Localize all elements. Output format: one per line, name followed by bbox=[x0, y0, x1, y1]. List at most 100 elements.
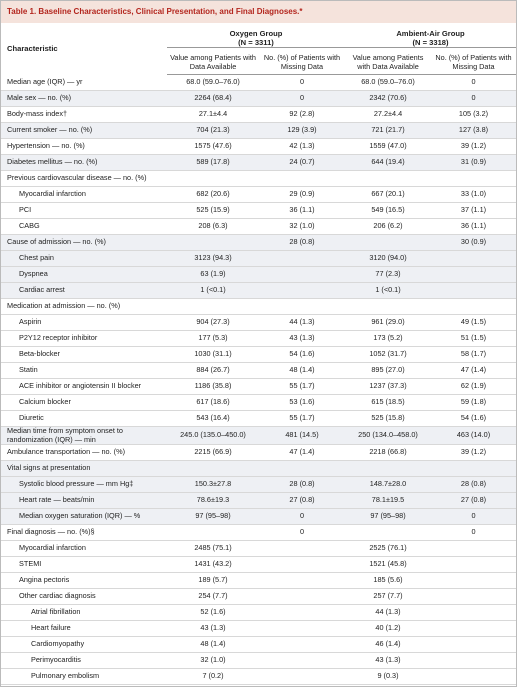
row-label: Diuretic bbox=[1, 410, 167, 427]
subheader: Value among Patients with Data Available bbox=[167, 47, 259, 75]
table-cell: 589 (17.8) bbox=[167, 154, 259, 171]
subheader: No. (%) of Patients with Missing Data bbox=[259, 47, 345, 75]
row-label: Statin bbox=[1, 362, 167, 379]
empty-cell bbox=[259, 572, 345, 589]
empty-cell bbox=[431, 282, 516, 299]
empty-cell bbox=[259, 620, 345, 637]
table-cell: 58 (1.7) bbox=[431, 346, 516, 363]
table-cell: 208 (6.3) bbox=[167, 218, 259, 235]
empty-cell bbox=[259, 588, 345, 605]
table-cell: 615 (18.5) bbox=[345, 394, 431, 411]
table-cell: 48 (1.4) bbox=[167, 636, 259, 653]
table-cell: 0 bbox=[431, 524, 516, 541]
table-cell: 961 (29.0) bbox=[345, 314, 431, 331]
table-cell: 0 bbox=[431, 508, 516, 525]
table-cell: 884 (26.7) bbox=[167, 362, 259, 379]
table-cell: 9 (0.3) bbox=[345, 668, 431, 685]
table-cell: 1521 (45.8) bbox=[345, 556, 431, 573]
table-cell: 245.0 (135.0–450.0) bbox=[167, 426, 259, 445]
row-label: Cause of admission — no. (%) bbox=[1, 234, 167, 251]
table-header: Characteristic Oxygen Group (N = 3311) Am… bbox=[1, 23, 516, 75]
table-cell: 47 (1.4) bbox=[259, 444, 345, 461]
table-cell: 63 (1.9) bbox=[167, 266, 259, 283]
table-cell: 895 (27.0) bbox=[345, 362, 431, 379]
table-cell: 148.7±28.0 bbox=[345, 476, 431, 493]
empty-cell bbox=[259, 668, 345, 685]
table-cell: 2264 (68.4) bbox=[167, 90, 259, 107]
row-label: Ambulance transportation — no. (%) bbox=[1, 444, 167, 461]
table-row: Cause of admission — no. (%) 28 (0.8) 30 (… bbox=[1, 234, 516, 251]
empty-cell bbox=[431, 652, 516, 669]
empty-cell bbox=[259, 652, 345, 669]
table-cell: 543 (16.4) bbox=[167, 410, 259, 427]
table-cell: 2218 (66.8) bbox=[345, 444, 431, 461]
table-cell: 206 (6.2) bbox=[345, 218, 431, 235]
table-cell: 27.2±4.4 bbox=[345, 106, 431, 123]
table-cell: 177 (5.3) bbox=[167, 330, 259, 347]
row-label: Dyspnea bbox=[1, 266, 167, 283]
table-cell: 92 (2.8) bbox=[259, 106, 345, 123]
table-row: Cardiac arrest 1 (<0.1) 1 (<0.1) bbox=[1, 282, 516, 299]
table-cell: 54 (1.6) bbox=[259, 346, 345, 363]
table-cell: 1030 (31.1) bbox=[167, 346, 259, 363]
table-cell: 1237 (37.3) bbox=[345, 378, 431, 395]
table-cell: 39 (1.2) bbox=[431, 138, 516, 155]
table-cell: 3120 (94.0) bbox=[345, 250, 431, 267]
empty-cell bbox=[431, 572, 516, 589]
table-cell: 617 (18.6) bbox=[167, 394, 259, 411]
table-row: Heart rate — beats/min 78.6±19.3 27 (0.8) 7… bbox=[1, 492, 516, 509]
table-cell: 904 (27.3) bbox=[167, 314, 259, 331]
row-label: Other cardiac diagnosis bbox=[1, 588, 167, 605]
table-cell: 27.1±4.4 bbox=[167, 106, 259, 123]
group-n: (N = 3311) bbox=[238, 38, 274, 47]
table-cell: 254 (7.7) bbox=[167, 588, 259, 605]
empty-cell bbox=[431, 170, 516, 187]
table-cell: 525 (15.9) bbox=[167, 202, 259, 219]
table-row: Aspirin 904 (27.3) 44 (1.3) 961 (29.0) 49 (1… bbox=[1, 314, 516, 331]
empty-cell bbox=[345, 234, 431, 251]
table-cell: 44 (1.3) bbox=[259, 314, 345, 331]
table-row: Atrial fibrillation 52 (1.6) 44 (1.3) bbox=[1, 604, 516, 621]
row-label: Systolic blood pressure — mm Hg‡ bbox=[1, 476, 167, 493]
empty-cell bbox=[431, 250, 516, 267]
row-label: Previous cardiovascular disease — no. (%… bbox=[1, 170, 167, 187]
table-cell: 55 (1.7) bbox=[259, 410, 345, 427]
table-cell: 59 (1.8) bbox=[431, 394, 516, 411]
empty-cell bbox=[167, 460, 259, 477]
table-cell: 62 (1.9) bbox=[431, 378, 516, 395]
row-label: Current smoker — no. (%) bbox=[1, 122, 167, 139]
table-cell: 39 (1.2) bbox=[431, 444, 516, 461]
empty-cell bbox=[431, 266, 516, 283]
table-cell: 7 (0.2) bbox=[167, 668, 259, 685]
empty-cell bbox=[167, 234, 259, 251]
table-cell: 27 (0.8) bbox=[431, 492, 516, 509]
table-row: Diuretic 543 (16.4) 55 (1.7) 525 (15.8) 54 (… bbox=[1, 410, 516, 427]
table-cell: 1575 (47.6) bbox=[167, 138, 259, 155]
table-cell: 43 (1.3) bbox=[167, 620, 259, 637]
empty-cell bbox=[259, 636, 345, 653]
table-cell: 44 (1.3) bbox=[345, 604, 431, 621]
empty-cell bbox=[259, 540, 345, 557]
empty-cell bbox=[259, 556, 345, 573]
row-label: Final diagnosis — no. (%)§ bbox=[1, 524, 167, 541]
table-cell: 0 bbox=[431, 90, 516, 107]
table-row: Median oxygen saturation (IQR) — % 97 (95… bbox=[1, 508, 516, 525]
table-cell: 24 (0.7) bbox=[259, 154, 345, 171]
table-row: Current smoker — no. (%) 704 (21.3) 129 (3… bbox=[1, 122, 516, 139]
table-cell: 1 (<0.1) bbox=[345, 282, 431, 299]
table-cell: 2342 (70.6) bbox=[345, 90, 431, 107]
table-row: Statin 884 (26.7) 48 (1.4) 895 (27.0) 47 (1.… bbox=[1, 362, 516, 379]
empty-cell bbox=[345, 524, 431, 541]
empty-cell bbox=[167, 170, 259, 187]
table-cell: 42 (1.3) bbox=[259, 138, 345, 155]
table-row: P2Y12 receptor inhibitor 177 (5.3) 43 (1.3… bbox=[1, 330, 516, 347]
row-label: Aspirin bbox=[1, 314, 167, 331]
row-label: Angina pectoris bbox=[1, 572, 167, 589]
empty-cell bbox=[259, 266, 345, 283]
empty-cell bbox=[345, 298, 431, 315]
table-row: Vital signs at presentation bbox=[1, 460, 516, 477]
row-label: Male sex — no. (%) bbox=[1, 90, 167, 107]
table-cell: 2215 (66.9) bbox=[167, 444, 259, 461]
table-row: Median age (IQR) — yr 68.0 (59.0–76.0) 0 68… bbox=[1, 74, 516, 91]
